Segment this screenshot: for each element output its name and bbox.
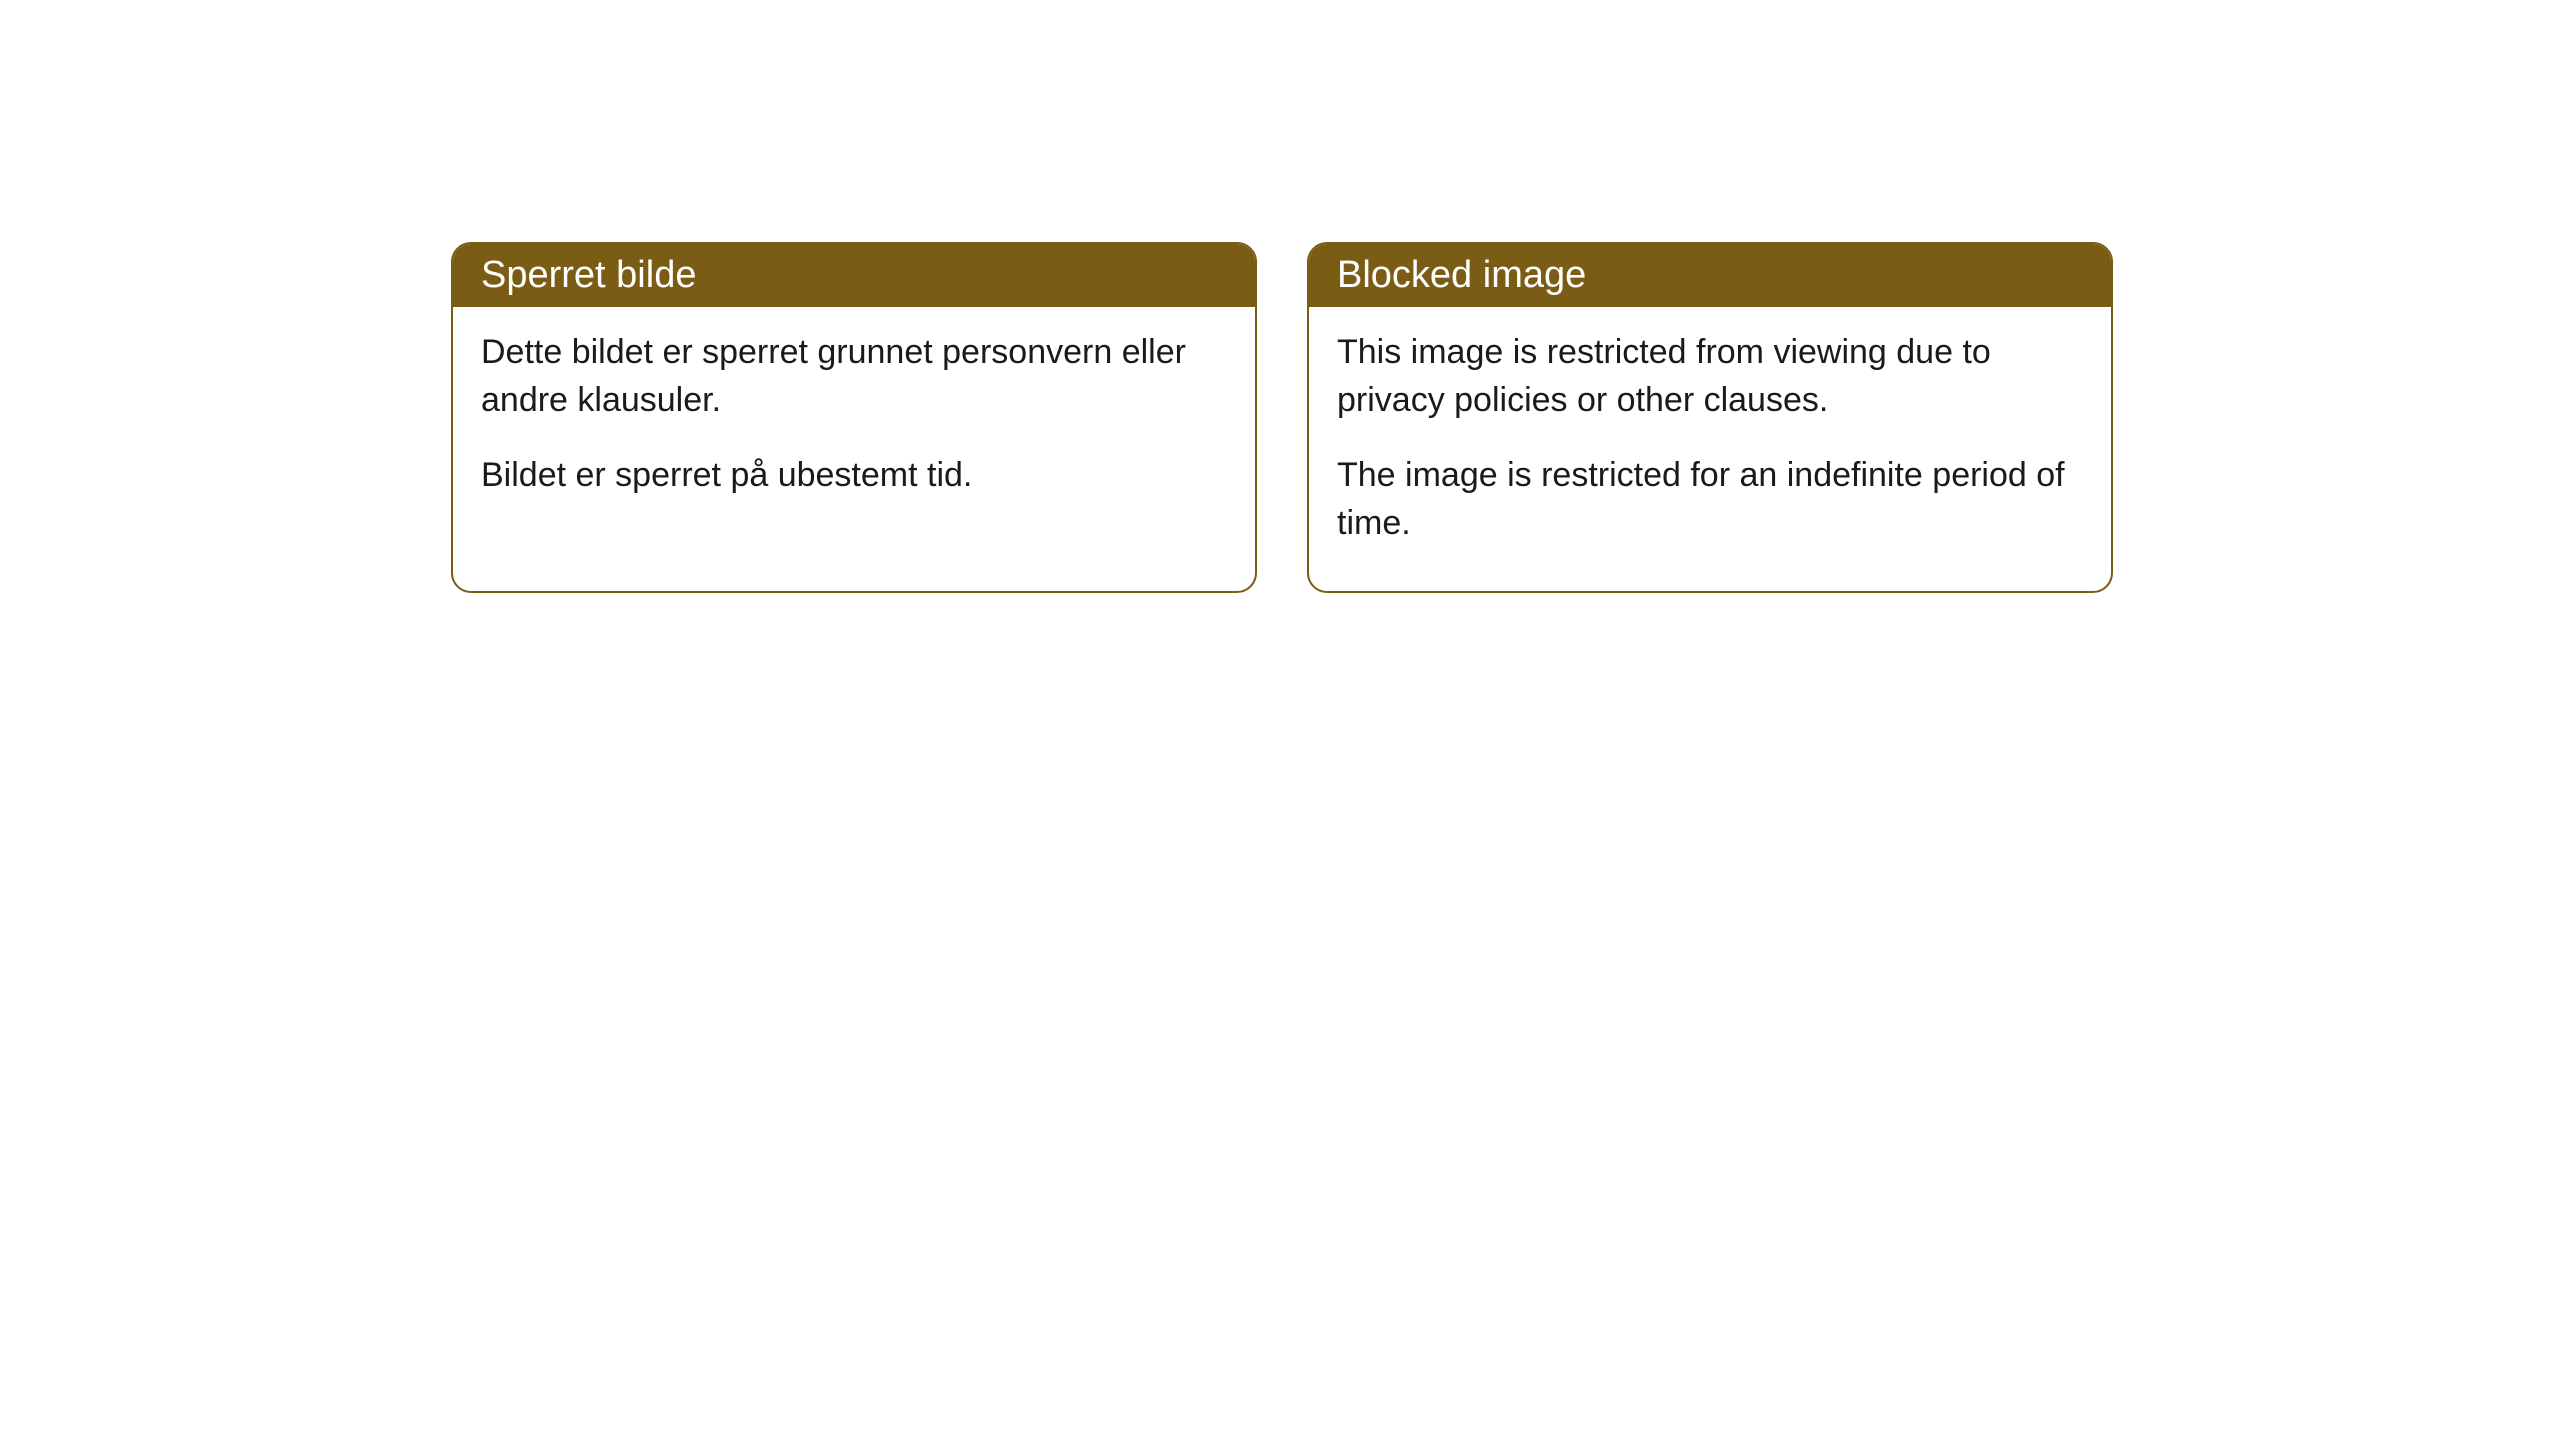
- card-body: Dette bildet er sperret grunnet personve…: [453, 307, 1255, 544]
- card-title: Blocked image: [1337, 254, 1586, 296]
- card-header: Sperret bilde: [453, 244, 1255, 307]
- card-header: Blocked image: [1309, 244, 2111, 307]
- card-paragraph-1: This image is restricted from viewing du…: [1337, 329, 2083, 424]
- card-title: Sperret bilde: [481, 254, 696, 296]
- blocked-image-card-norwegian: Sperret bilde Dette bildet er sperret gr…: [451, 242, 1257, 593]
- blocked-image-card-english: Blocked image This image is restricted f…: [1307, 242, 2113, 593]
- card-body: This image is restricted from viewing du…: [1309, 307, 2111, 591]
- notice-container: Sperret bilde Dette bildet er sperret gr…: [0, 0, 2560, 593]
- card-paragraph-2: Bildet er sperret på ubestemt tid.: [481, 452, 1227, 500]
- card-paragraph-2: The image is restricted for an indefinit…: [1337, 452, 2083, 547]
- card-paragraph-1: Dette bildet er sperret grunnet personve…: [481, 329, 1227, 424]
